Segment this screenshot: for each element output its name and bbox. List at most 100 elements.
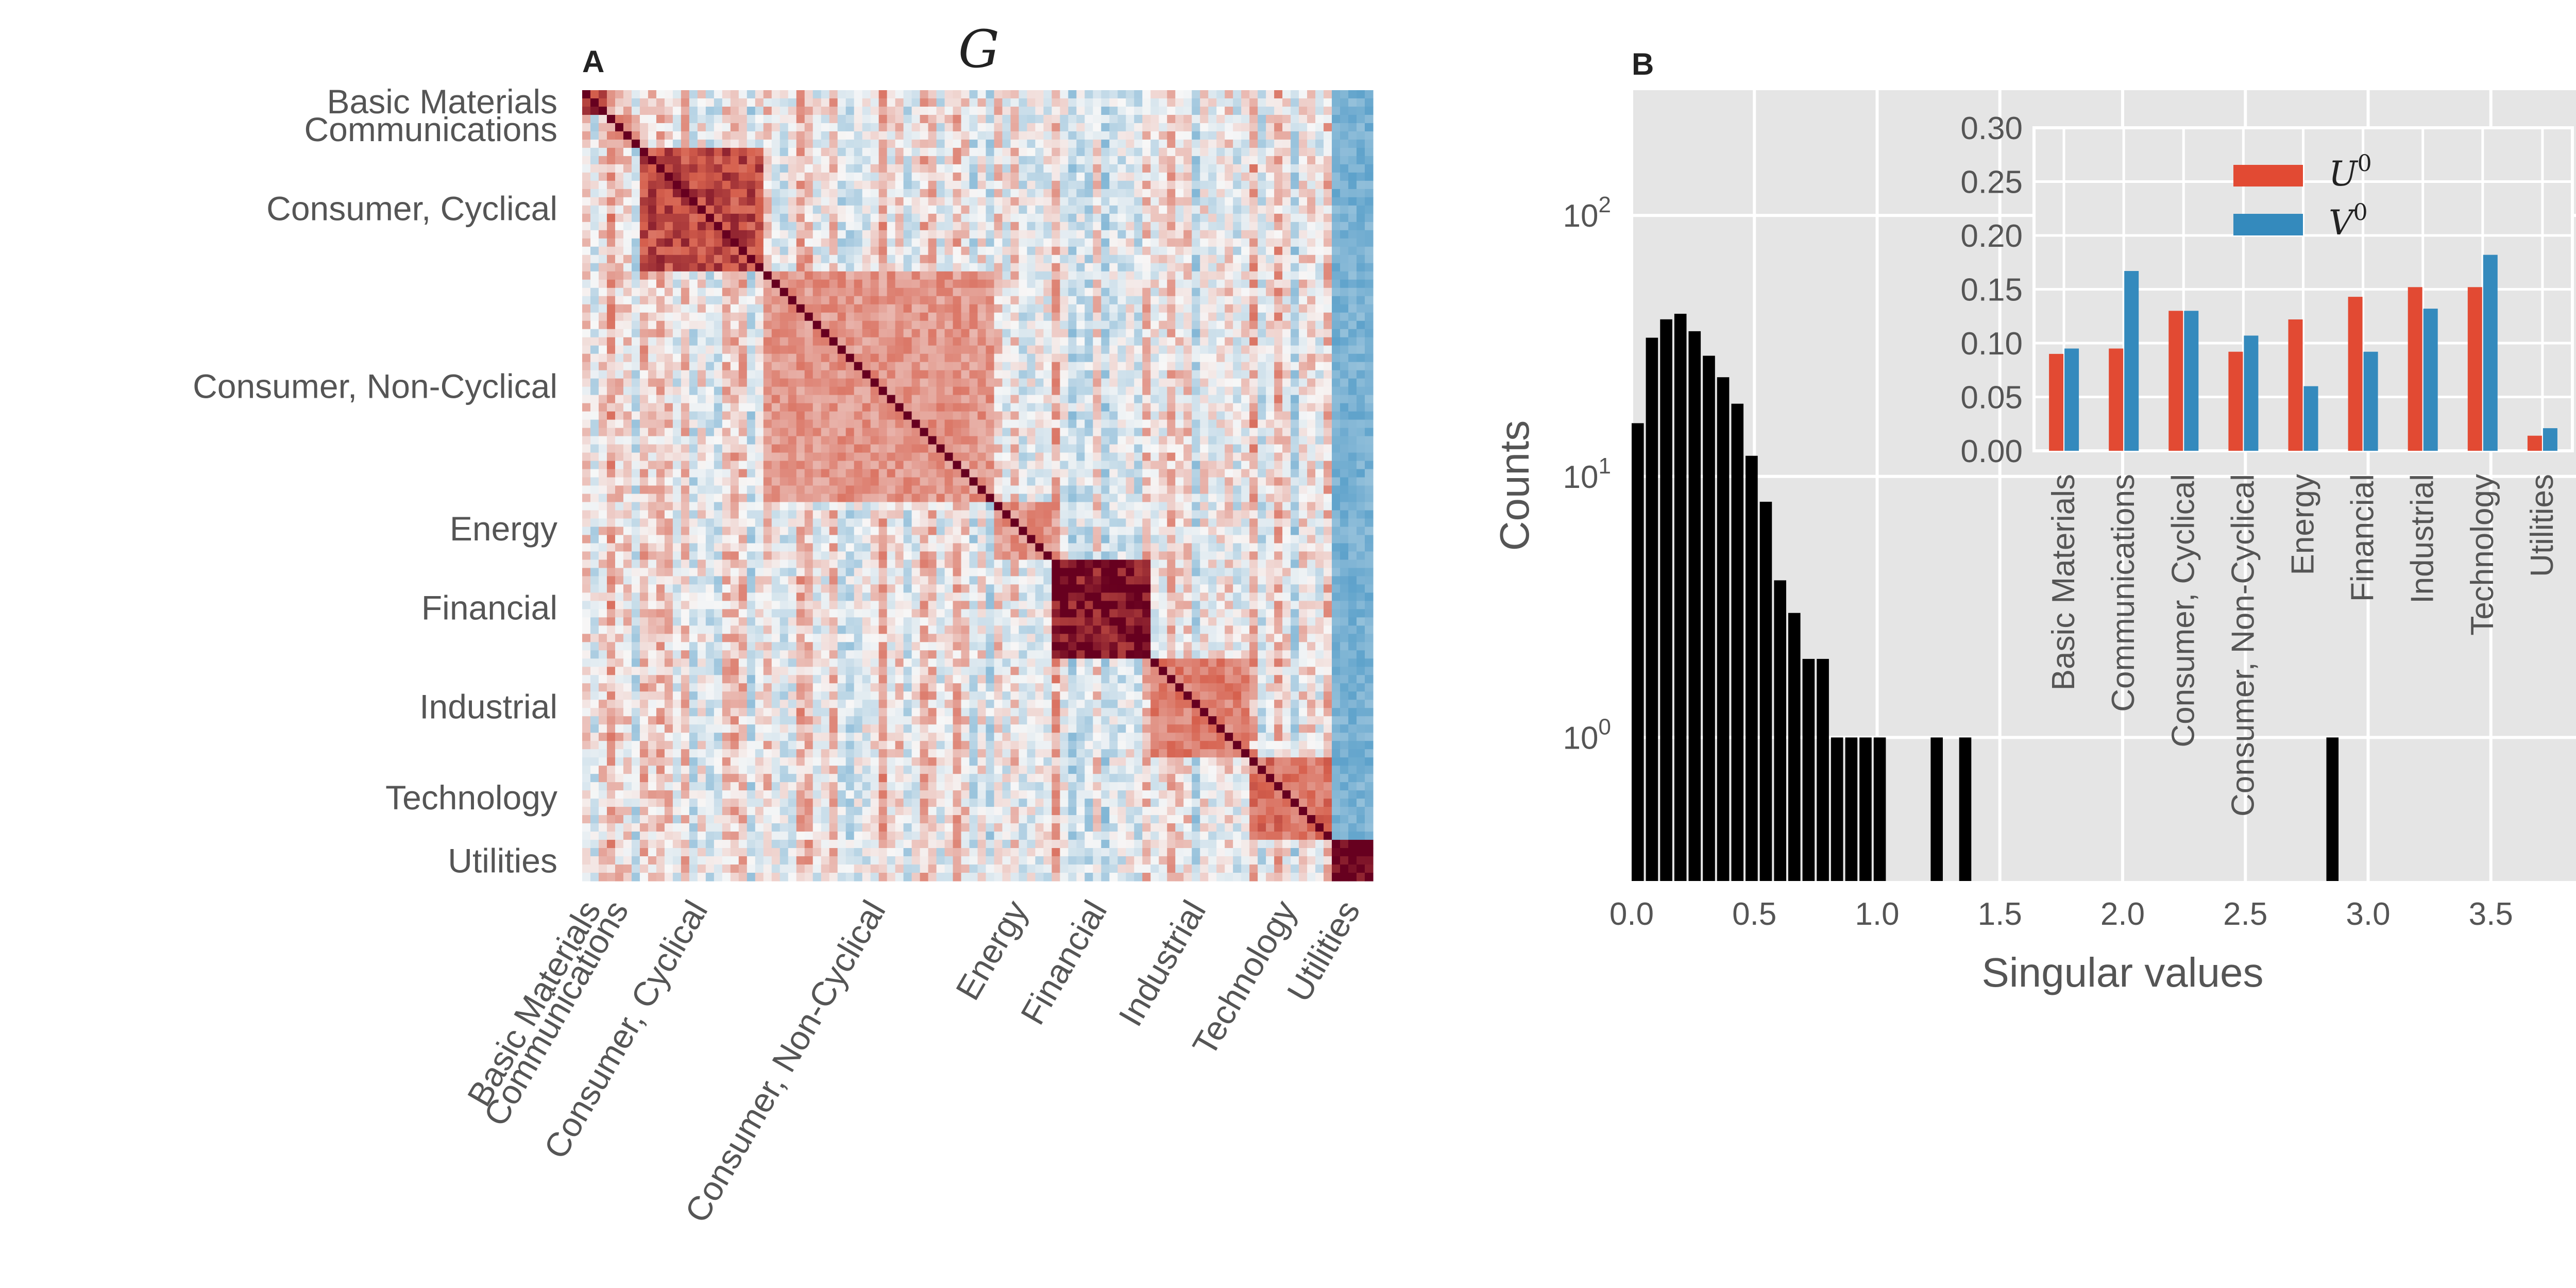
- heatmap-cell: [590, 461, 599, 470]
- heatmap-cell: [1225, 263, 1233, 272]
- heatmap-cell: [615, 461, 624, 470]
- heatmap-cell: [961, 147, 970, 157]
- heatmap-cell: [903, 230, 912, 239]
- heatmap-cell: [590, 114, 599, 124]
- heatmap-cell: [747, 362, 756, 371]
- heatmap-cell: [1225, 106, 1233, 115]
- heatmap-cell: [1060, 510, 1069, 519]
- heatmap-cell: [1183, 353, 1192, 363]
- heatmap-cell: [590, 197, 599, 206]
- heatmap-cell: [1142, 164, 1151, 173]
- heatmap-cell: [615, 329, 624, 338]
- heatmap-cell: [1134, 180, 1143, 190]
- heatmap-cell: [953, 213, 962, 223]
- heatmap-cell: [738, 123, 748, 132]
- heatmap-cell: [755, 362, 764, 371]
- heatmap-cell: [1274, 287, 1283, 297]
- heatmap-cell: [1101, 477, 1110, 486]
- heatmap-cell: [1027, 279, 1036, 289]
- heatmap-cell: [1183, 205, 1192, 214]
- heatmap-cell: [862, 287, 871, 297]
- heatmap-cell: [969, 362, 978, 371]
- heatmap-cell: [730, 205, 739, 214]
- heatmap-cell: [837, 320, 846, 330]
- heatmap-cell: [953, 287, 962, 297]
- heatmap-cell: [961, 469, 970, 478]
- heatmap-cell: [1249, 114, 1258, 124]
- heatmap-cell: [664, 279, 673, 289]
- heatmap-cell: [1109, 345, 1118, 354]
- heatmap-cell: [714, 304, 723, 313]
- heatmap-cell: [1175, 312, 1184, 321]
- heatmap-cell: [1109, 197, 1118, 206]
- heatmap-cell: [1167, 386, 1176, 396]
- heatmap-cell: [582, 131, 591, 140]
- heatmap-cell: [1340, 312, 1349, 321]
- heatmap-cell: [598, 386, 607, 396]
- heatmap-cell: [738, 139, 748, 148]
- heatmap-cell: [1093, 370, 1101, 379]
- heatmap-cell: [944, 123, 954, 132]
- heatmap-cell: [788, 222, 797, 231]
- heatmap-cell: [1076, 230, 1085, 239]
- heatmap-cell: [895, 444, 904, 453]
- heatmap-cell: [1084, 378, 1093, 387]
- heatmap-cell: [1357, 477, 1365, 486]
- heatmap-cell: [705, 279, 715, 289]
- heatmap-cell: [1027, 428, 1036, 437]
- heatmap-cell: [590, 518, 599, 528]
- heatmap-cell: [1208, 123, 1217, 132]
- heatmap-cell: [870, 263, 879, 272]
- heatmap-cell: [1299, 485, 1308, 495]
- heatmap-cell: [615, 279, 624, 289]
- heatmap-cell: [920, 213, 929, 223]
- heatmap-cell: [887, 147, 896, 157]
- heatmap-cell: [1282, 106, 1291, 115]
- heatmap-cell: [656, 230, 665, 239]
- heatmap-cell: [1291, 90, 1299, 99]
- heatmap-cell: [590, 312, 599, 321]
- heatmap-cell: [1225, 90, 1233, 99]
- heatmap-cell: [779, 213, 789, 223]
- heatmap-cell: [1216, 197, 1225, 206]
- heatmap-cell: [1183, 461, 1192, 470]
- heatmap-cell: [730, 230, 739, 239]
- heatmap-cell: [977, 312, 987, 321]
- heatmap-cell: [1233, 246, 1242, 256]
- heatmap-cell: [763, 180, 772, 190]
- heatmap-cell: [837, 477, 846, 486]
- heatmap-cell: [1159, 502, 1167, 511]
- heatmap-cell: [763, 395, 772, 404]
- heatmap-cell: [1010, 246, 1020, 256]
- heatmap-cell: [1249, 131, 1258, 140]
- heatmap-cell: [672, 411, 682, 420]
- heatmap-cell: [862, 370, 871, 379]
- heatmap-cell: [689, 147, 698, 157]
- heatmap-cell: [1142, 296, 1151, 305]
- heatmap-cell: [738, 353, 748, 363]
- heatmap-cell: [854, 494, 863, 503]
- heatmap-cell: [1159, 436, 1167, 445]
- heatmap-cell: [969, 180, 978, 190]
- heatmap-cell: [977, 494, 987, 503]
- heatmap-cell: [1258, 172, 1266, 181]
- heatmap-cell: [730, 287, 739, 297]
- heatmap-cell: [763, 139, 772, 148]
- heatmap-cell: [1101, 378, 1110, 387]
- heatmap-cell: [1282, 287, 1291, 297]
- heatmap-cell: [1274, 90, 1283, 99]
- heatmap-cell: [837, 502, 846, 511]
- heatmap-cell: [681, 370, 690, 379]
- heatmap-cell: [1117, 90, 1126, 99]
- heatmap-cell: [1109, 114, 1118, 124]
- heatmap-cell: [1200, 304, 1209, 313]
- heatmap-cell: [681, 378, 690, 387]
- heatmap-cell: [1142, 378, 1151, 387]
- heatmap-cell: [854, 329, 863, 338]
- heatmap-cell: [697, 312, 706, 321]
- heatmap-cell: [1324, 156, 1332, 165]
- heatmap-cell: [895, 312, 904, 321]
- heatmap-cell: [1175, 469, 1184, 478]
- heatmap-cell: [1324, 477, 1332, 486]
- heatmap-cell: [986, 296, 995, 305]
